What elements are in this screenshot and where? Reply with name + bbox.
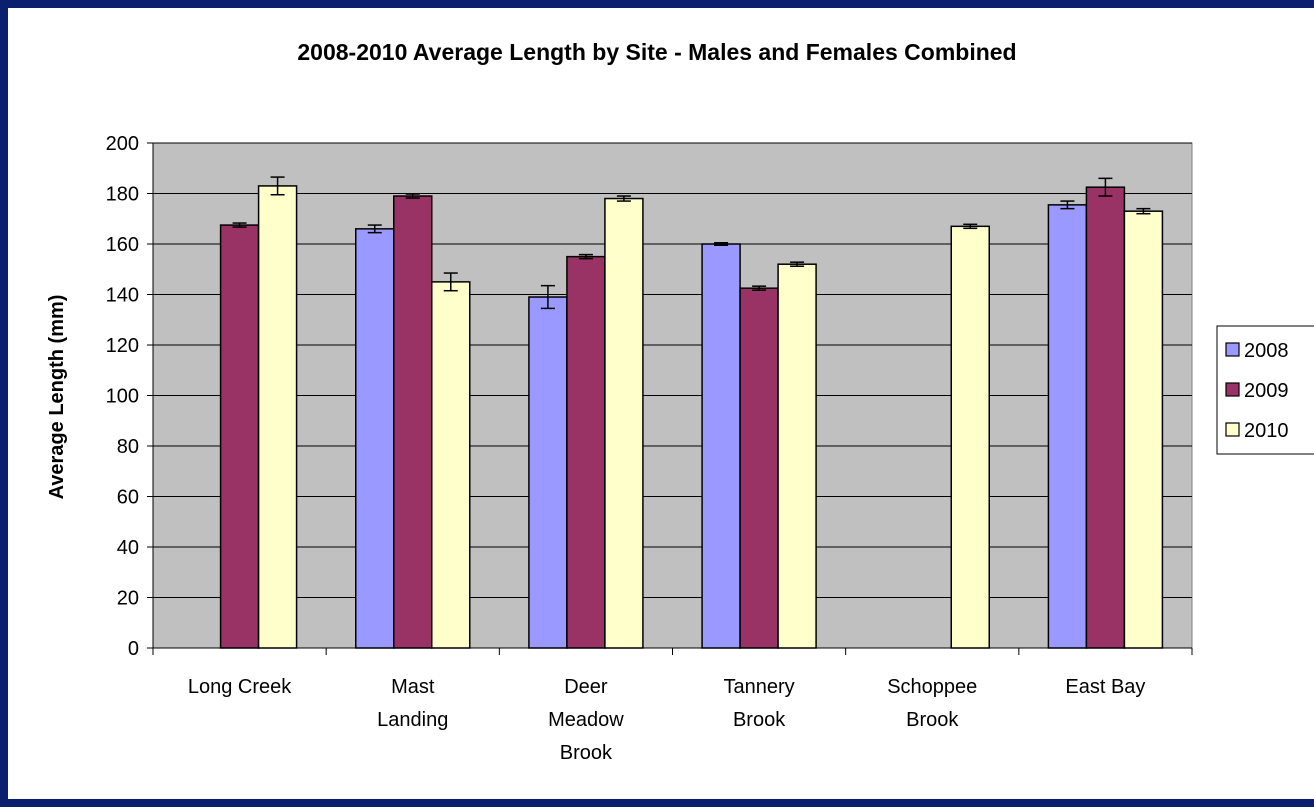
y-tick-label: 160 xyxy=(106,234,139,256)
x-category-label: Schoppee Brook xyxy=(887,676,977,731)
y-tick-label: 180 xyxy=(106,184,139,206)
legend: 2008 2009 2010 xyxy=(1216,325,1314,455)
bar-2010 xyxy=(604,197,644,649)
x-category-label: East Bay xyxy=(1065,676,1145,698)
bar-2008 xyxy=(355,228,395,649)
bar-2009 xyxy=(739,287,779,649)
bar-2010 xyxy=(950,225,990,649)
bar-2009 xyxy=(219,224,260,649)
y-tick-label: 140 xyxy=(106,285,139,307)
bar-2009 xyxy=(566,255,606,649)
bar-2010 xyxy=(257,185,298,649)
x-category-label: Mast Landing xyxy=(377,676,448,731)
legend-label-2008: 2008 xyxy=(1244,340,1289,362)
legend-swatch-2009 xyxy=(1225,382,1240,397)
y-tick-label: 120 xyxy=(106,335,139,357)
y-tick-label: 80 xyxy=(117,436,139,458)
y-tick-label: 200 xyxy=(106,133,139,155)
y-tick-label: 40 xyxy=(117,537,139,559)
legend-swatch-2008 xyxy=(1225,342,1240,357)
bar-2009 xyxy=(393,195,433,649)
legend-label-2010: 2010 xyxy=(1244,420,1289,442)
chart-title: 2008-2010 Average Length by Site - Males… xyxy=(297,39,1016,65)
bar-2008 xyxy=(1047,204,1088,649)
bar-2008 xyxy=(701,243,741,649)
x-category-label: Tannery Brook xyxy=(724,676,795,731)
bar-2010 xyxy=(1123,210,1164,649)
y-tick-label: 20 xyxy=(117,588,139,610)
x-category-label: Long Creek xyxy=(188,676,292,698)
bar-2010 xyxy=(431,281,471,649)
plot-area: 0 20 40 60 80 100 120 140 160 180 200 Long Creek Mas… xyxy=(106,133,1193,764)
y-tick-label: 0 xyxy=(128,638,139,660)
legend-swatch-2010 xyxy=(1225,422,1240,437)
bar-2010 xyxy=(777,263,817,649)
bar-2009 xyxy=(1085,186,1126,649)
y-axis-label: Average Length (mm) xyxy=(46,295,68,500)
y-tick-label: 60 xyxy=(117,487,139,509)
legend-label-2009: 2009 xyxy=(1244,380,1289,402)
x-category-label: Deer Meadow Brook xyxy=(548,676,624,764)
y-tick-label: 100 xyxy=(106,386,139,408)
bar-2008 xyxy=(528,296,568,649)
